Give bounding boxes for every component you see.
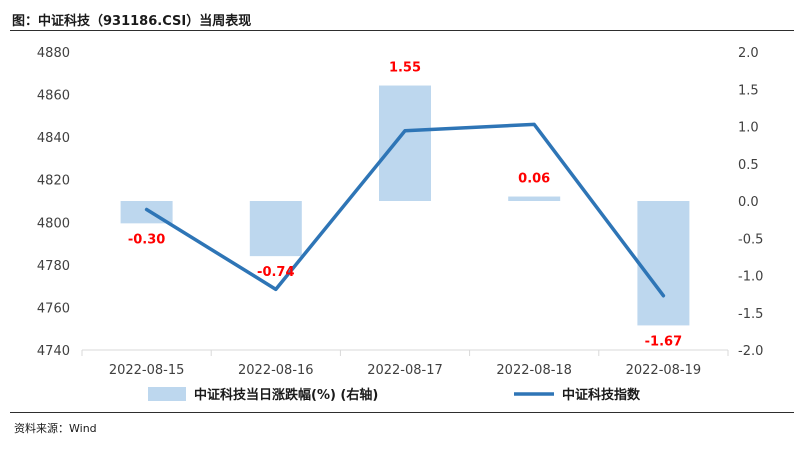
right-axis-tick-label: 0.0 (738, 195, 759, 210)
left-axis-tick-label: 4800 (37, 216, 70, 231)
bottom-rule (10, 412, 794, 413)
left-axis-tick-label: 4840 (37, 131, 70, 146)
left-axis-tick-label: 4820 (37, 174, 70, 189)
x-axis-category-label: 2022-08-15 (109, 363, 185, 378)
right-axis-tick-label: 1.0 (738, 121, 759, 136)
right-axis-tick-label: 0.5 (738, 158, 759, 173)
left-axis-tick-label: 4860 (37, 89, 70, 104)
x-axis-category-label: 2022-08-19 (626, 363, 702, 378)
right-axis-tick-label: -0.5 (738, 232, 763, 247)
legend-line-label: 中证科技指数 (562, 387, 641, 403)
bar (637, 201, 690, 326)
left-axis-tick-label: 4780 (37, 259, 70, 274)
bar-data-label: -0.30 (128, 232, 165, 247)
x-axis-category-label: 2022-08-16 (238, 363, 314, 378)
bar (508, 196, 561, 201)
bar-data-label: 1.55 (389, 61, 421, 76)
bar-data-label: -0.74 (257, 265, 294, 280)
source-note: 资料来源：Wind (14, 422, 97, 435)
x-axis-category-label: 2022-08-17 (367, 363, 443, 378)
right-axis-tick-label: 2.0 (738, 46, 759, 61)
right-axis-tick-label: -2.0 (738, 344, 763, 359)
index-line (144, 122, 666, 298)
legend-bar-label: 中证科技当日涨跌幅(%) (右轴) (194, 387, 378, 403)
bar (249, 201, 302, 257)
right-axis-tick-label: -1.5 (738, 307, 763, 322)
left-axis-tick-label: 4740 (37, 344, 70, 359)
legend-bar-swatch (148, 387, 186, 401)
left-axis-tick-label: 4760 (37, 301, 70, 316)
chart-title: 图：中证科技（931186.CSI）当周表现 (12, 14, 252, 29)
right-axis-tick-label: 1.5 (738, 83, 759, 98)
left-axis-tick-label: 4880 (37, 46, 70, 61)
bar-data-label: -1.67 (645, 334, 682, 349)
title-bar: 图：中证科技（931186.CSI）当周表现 (10, 8, 794, 31)
x-axis-category-label: 2022-08-18 (496, 363, 572, 378)
bar (379, 85, 431, 201)
right-axis-tick-label: -1.0 (738, 270, 763, 285)
bar-data-label: 0.06 (518, 172, 550, 187)
